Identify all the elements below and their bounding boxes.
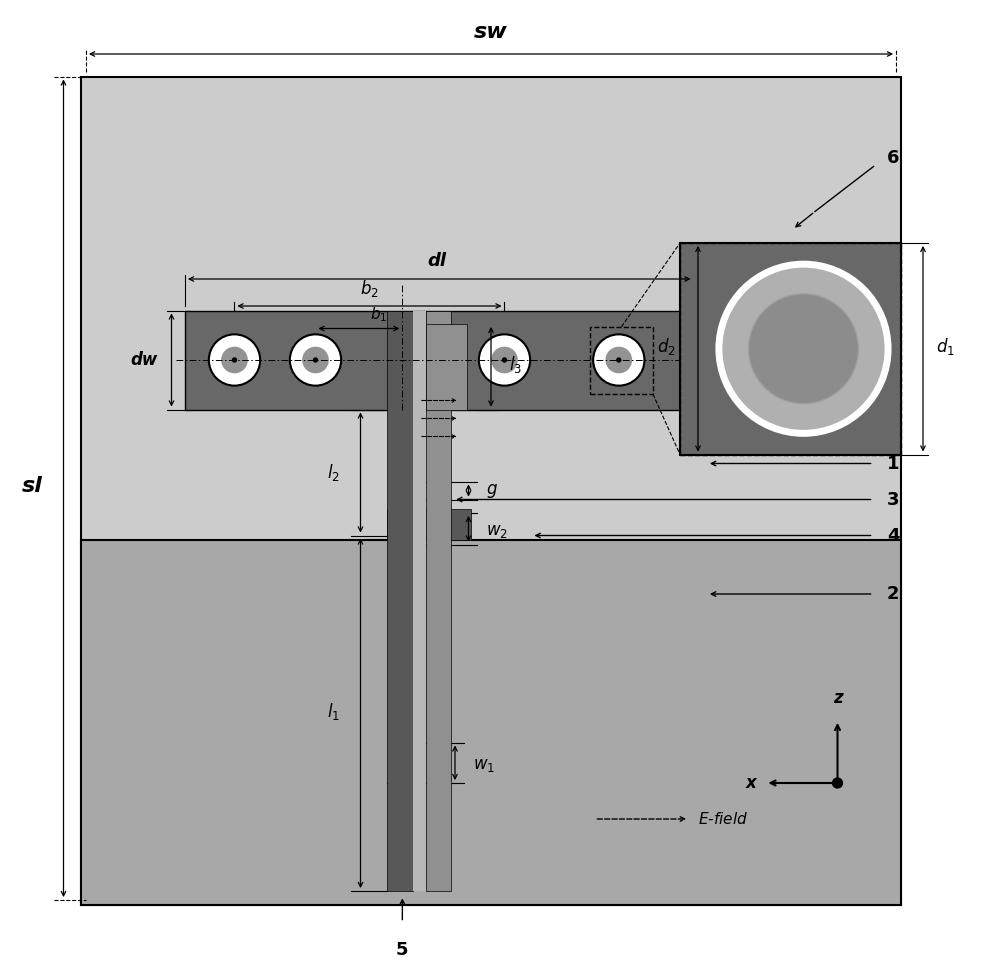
Text: 2: 2 — [887, 585, 900, 603]
Bar — [426, 324, 467, 409]
Circle shape — [748, 294, 858, 403]
Text: z: z — [833, 688, 842, 707]
Text: $l_3$: $l_3$ — [509, 354, 522, 375]
Circle shape — [719, 264, 888, 434]
Circle shape — [593, 334, 644, 386]
Circle shape — [209, 334, 260, 386]
Bar — [387, 508, 471, 540]
Bar — [426, 310, 451, 891]
Circle shape — [616, 358, 622, 363]
Circle shape — [232, 358, 237, 363]
Text: sl: sl — [22, 476, 42, 496]
Circle shape — [491, 347, 518, 373]
Bar — [590, 327, 653, 395]
Circle shape — [479, 334, 530, 386]
Text: $g$: $g$ — [486, 481, 498, 500]
Text: $d_2$: $d_2$ — [657, 336, 676, 357]
Text: x: x — [746, 774, 757, 792]
Text: 6: 6 — [887, 149, 900, 166]
Text: 5: 5 — [396, 941, 409, 958]
Circle shape — [302, 347, 329, 373]
Circle shape — [502, 358, 507, 363]
Bar — [185, 310, 694, 409]
Circle shape — [290, 334, 341, 386]
Text: sw: sw — [474, 21, 508, 42]
Bar — [387, 310, 413, 891]
Text: $w_2$: $w_2$ — [486, 522, 508, 540]
Text: $d_1$: $d_1$ — [936, 336, 955, 357]
Bar — [413, 310, 426, 891]
Text: 1: 1 — [887, 455, 900, 472]
Text: $b_2$: $b_2$ — [360, 277, 379, 298]
Bar — [81, 77, 900, 905]
Circle shape — [605, 347, 632, 373]
Bar — [81, 540, 900, 905]
Bar — [680, 243, 900, 455]
Text: $b_1$: $b_1$ — [370, 305, 387, 325]
Circle shape — [221, 347, 248, 373]
Text: dl: dl — [427, 252, 446, 270]
Bar — [680, 243, 900, 455]
Text: $w_1$: $w_1$ — [473, 756, 495, 774]
Text: 3: 3 — [887, 491, 900, 508]
Circle shape — [313, 358, 318, 363]
Text: dw: dw — [131, 351, 158, 369]
Text: $E$-field: $E$-field — [698, 811, 748, 827]
Text: $l_2$: $l_2$ — [327, 462, 340, 483]
Text: $l_1$: $l_1$ — [327, 701, 340, 721]
Text: 4: 4 — [887, 527, 900, 544]
Circle shape — [833, 778, 842, 788]
